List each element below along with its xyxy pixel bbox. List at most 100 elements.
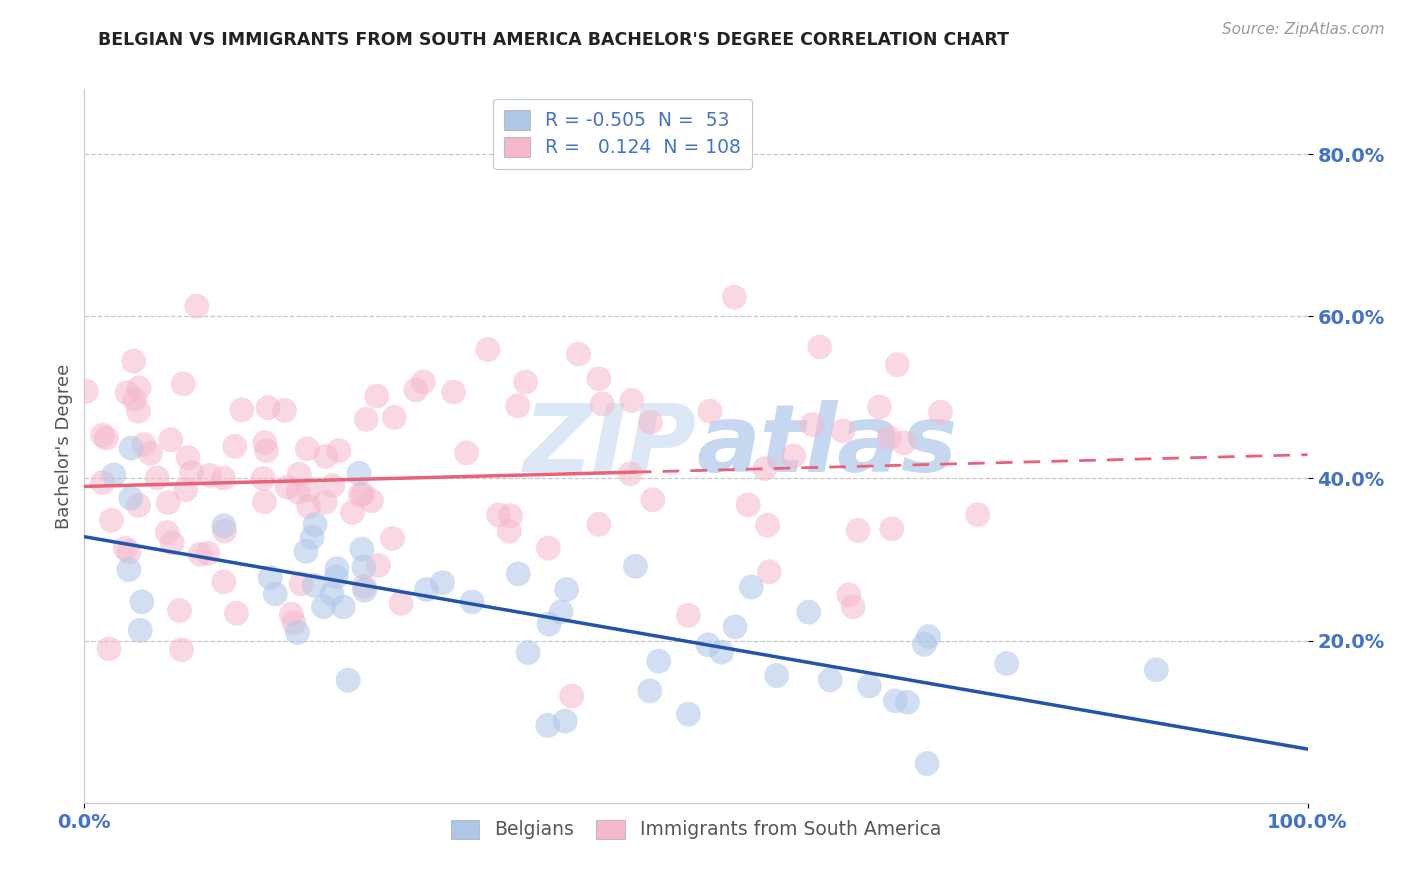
Point bbox=[619, 467, 641, 481]
Point bbox=[624, 559, 647, 574]
Point bbox=[858, 679, 880, 693]
Point bbox=[740, 580, 762, 594]
Point bbox=[710, 645, 733, 659]
Point bbox=[127, 404, 149, 418]
Point bbox=[96, 431, 118, 445]
Point bbox=[264, 587, 287, 601]
Point bbox=[488, 508, 510, 522]
Point bbox=[561, 689, 583, 703]
Point bbox=[477, 343, 499, 357]
Point bbox=[678, 707, 700, 722]
Point bbox=[554, 714, 576, 728]
Point bbox=[180, 466, 202, 480]
Point bbox=[326, 561, 349, 575]
Point bbox=[157, 495, 180, 509]
Point bbox=[332, 599, 354, 614]
Point bbox=[591, 397, 613, 411]
Point bbox=[177, 450, 200, 465]
Point bbox=[638, 684, 661, 698]
Point bbox=[886, 358, 908, 372]
Point bbox=[842, 599, 865, 614]
Point bbox=[139, 446, 162, 460]
Point bbox=[508, 566, 530, 581]
Point bbox=[321, 587, 343, 601]
Point bbox=[103, 467, 125, 482]
Point bbox=[314, 495, 336, 509]
Point bbox=[337, 673, 360, 688]
Point bbox=[620, 393, 643, 408]
Point bbox=[929, 405, 952, 419]
Point bbox=[252, 471, 274, 485]
Point bbox=[880, 522, 903, 536]
Point bbox=[699, 404, 721, 418]
Point bbox=[280, 607, 302, 621]
Point bbox=[197, 546, 219, 560]
Point bbox=[723, 290, 745, 304]
Point bbox=[912, 637, 935, 651]
Point bbox=[537, 718, 560, 732]
Point bbox=[120, 491, 142, 505]
Point bbox=[231, 403, 253, 417]
Point bbox=[758, 565, 780, 579]
Point bbox=[678, 608, 700, 623]
Point bbox=[352, 487, 374, 501]
Point bbox=[114, 541, 136, 556]
Text: Source: ZipAtlas.com: Source: ZipAtlas.com bbox=[1222, 22, 1385, 37]
Point bbox=[297, 442, 319, 456]
Point bbox=[498, 524, 520, 538]
Point bbox=[356, 412, 378, 426]
Point bbox=[91, 428, 114, 442]
Point bbox=[756, 518, 779, 533]
Point bbox=[801, 417, 824, 432]
Point bbox=[877, 431, 900, 445]
Point bbox=[257, 401, 280, 415]
Point bbox=[382, 410, 405, 425]
Point bbox=[124, 392, 146, 407]
Point bbox=[353, 579, 375, 593]
Point bbox=[808, 340, 831, 354]
Point bbox=[304, 578, 326, 592]
Point bbox=[1144, 663, 1167, 677]
Point bbox=[276, 480, 298, 494]
Point bbox=[415, 582, 437, 597]
Point bbox=[347, 467, 370, 481]
Point bbox=[315, 450, 337, 464]
Point bbox=[287, 484, 309, 499]
Point bbox=[298, 500, 321, 514]
Point bbox=[550, 605, 572, 619]
Point bbox=[360, 493, 382, 508]
Point bbox=[412, 375, 434, 389]
Point bbox=[499, 508, 522, 523]
Point bbox=[304, 517, 326, 532]
Point bbox=[896, 695, 918, 709]
Point bbox=[224, 439, 246, 453]
Point bbox=[443, 385, 465, 400]
Point bbox=[831, 424, 853, 438]
Point bbox=[225, 607, 247, 621]
Point bbox=[820, 673, 842, 687]
Point bbox=[506, 399, 529, 413]
Point bbox=[588, 517, 610, 532]
Point bbox=[389, 596, 412, 610]
Point bbox=[212, 518, 235, 533]
Point bbox=[170, 642, 193, 657]
Point bbox=[172, 376, 194, 391]
Point bbox=[367, 558, 389, 573]
Point bbox=[797, 605, 820, 619]
Point bbox=[537, 541, 560, 555]
Legend: Belgians, Immigrants from South America: Belgians, Immigrants from South America bbox=[443, 812, 949, 847]
Point bbox=[132, 437, 155, 451]
Point bbox=[353, 560, 375, 574]
Point bbox=[160, 433, 183, 447]
Point bbox=[917, 630, 939, 644]
Point bbox=[322, 478, 344, 492]
Point bbox=[253, 495, 276, 509]
Point bbox=[131, 595, 153, 609]
Point bbox=[349, 488, 371, 502]
Point bbox=[160, 536, 183, 550]
Point bbox=[156, 525, 179, 540]
Y-axis label: Bachelor's Degree: Bachelor's Degree bbox=[55, 363, 73, 529]
Text: ZIP: ZIP bbox=[523, 400, 696, 492]
Point bbox=[273, 403, 295, 417]
Point bbox=[515, 375, 537, 389]
